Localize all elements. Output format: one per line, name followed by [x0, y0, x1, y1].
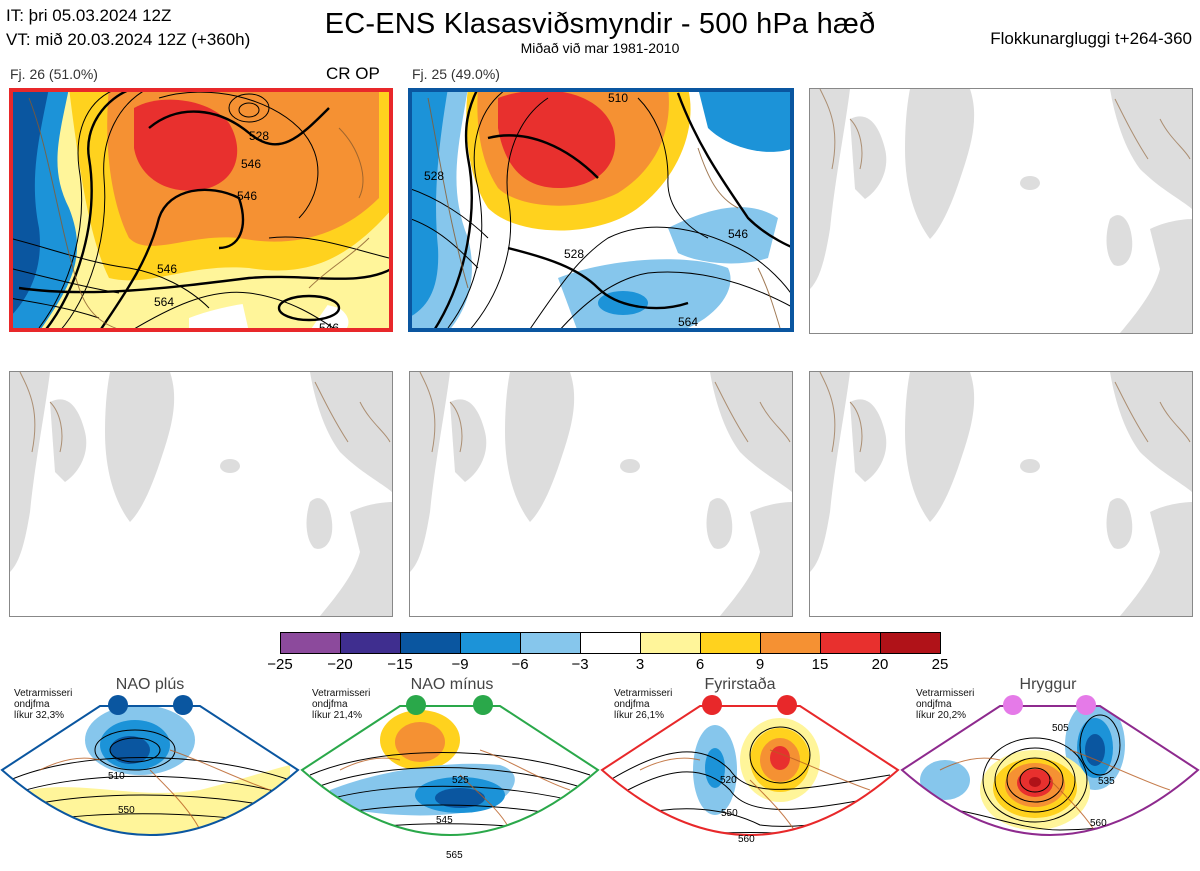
cluster-map-4[interactable] [9, 371, 393, 617]
panel-1-contour-label: 564 [154, 295, 174, 309]
svg-text:510: 510 [108, 771, 125, 782]
colorbar-tick-label: 9 [755, 656, 765, 673]
page-subtitle: Miðað við mar 1981-2010 [520, 40, 680, 56]
svg-text:535: 535 [1098, 776, 1115, 787]
colorbar-tick-label: −9 [451, 656, 469, 673]
cluster-map-4-canvas [10, 372, 392, 616]
panel-1-tag: CR OP [326, 64, 380, 83]
regime-3-note: Vetrarmisseri ondjfma líkur 26,1% [614, 688, 673, 721]
colorbar-tick-label: −25 [267, 656, 293, 673]
regime-3-title: Fyrirstaða [704, 676, 776, 693]
svg-text:525: 525 [452, 775, 469, 786]
colorbar-tick-label: −6 [511, 656, 529, 673]
cluster-map-3-canvas [810, 89, 1192, 333]
regime-1-note: Vetrarmisseri ondjfma líkur 32,3% [14, 688, 73, 721]
svg-text:560: 560 [1090, 818, 1107, 829]
valid-time: VT: mið 20.03.2024 12Z (+360h) [6, 30, 251, 49]
page-title: EC-ENS Klasasviðsmyndir - 500 hPa hæð [324, 8, 876, 40]
classification-window: Flokkunargluggi t+264-360 [990, 29, 1192, 48]
panel-1-contour-label: 546 [157, 262, 177, 276]
colorbar-segment [400, 632, 461, 654]
regime-map-ridge[interactable]: 505 535 560 [900, 680, 1200, 871]
cluster-map-3[interactable] [809, 88, 1193, 334]
colorbar-tick-label: −15 [387, 656, 413, 673]
cluster-map-5-canvas [410, 372, 792, 616]
cluster-map-2-canvas: 510 528 528 546 564 [408, 88, 794, 332]
panel-1-contour-label: 546 [241, 157, 261, 171]
colorbar-tick-label: 15 [811, 656, 829, 673]
colorbar-segment [340, 632, 401, 654]
panel-1-contour-label: 546 [237, 189, 257, 203]
svg-text:505: 505 [1052, 723, 1069, 734]
colorbar-segment [580, 632, 641, 654]
colorbar-tick-label: 3 [635, 656, 645, 673]
colorbar-tick-label: −3 [571, 656, 589, 673]
colorbar-tick-label: 25 [931, 656, 949, 673]
colorbar-tick-label: 6 [695, 656, 705, 673]
regime-4-title: Hryggur [1019, 676, 1077, 693]
regime-map-nao-minus[interactable]: 525 545 565 [300, 680, 600, 871]
colorbar-tick-label: −20 [327, 656, 353, 673]
panel-1-frame [9, 88, 393, 332]
svg-text:520: 520 [720, 775, 737, 786]
init-time: IT: þri 05.03.2024 12Z [6, 6, 172, 25]
regime-map-blocking[interactable]: 520 550 560 [600, 680, 900, 871]
regime-2-note: Vetrarmisseri ondjfma líkur 21,4% [312, 688, 371, 721]
panel-2-contour-label: 564 [678, 315, 698, 329]
cluster-map-2[interactable]: 510 528 528 546 564 [408, 88, 794, 332]
regime-map-nao-plus[interactable]: 510 550 [0, 680, 300, 871]
panel-2-frame [408, 88, 794, 332]
colorbar-segment [820, 632, 881, 654]
svg-text:550: 550 [721, 808, 738, 819]
cluster-map-6[interactable] [809, 371, 1193, 617]
cluster-map-6-canvas [810, 372, 1192, 616]
panel-2-contour-label: 546 [728, 227, 748, 241]
svg-text:550: 550 [118, 805, 135, 816]
colorbar-segment [880, 632, 941, 654]
colorbar-segment [700, 632, 761, 654]
svg-text:565: 565 [446, 850, 463, 861]
svg-text:560: 560 [738, 834, 755, 845]
panel-2-contour-label: 528 [424, 169, 444, 183]
panel-1-contour-label: 546 [319, 321, 339, 332]
regime-2-title: NAO mínus [410, 676, 494, 693]
panel-1-contour-label: 528 [249, 129, 269, 143]
panel-2-contour-label: 510 [608, 91, 628, 105]
init-time-block: IT: þri 05.03.2024 12Z VT: mið 20.03.202… [6, 4, 250, 52]
colorbar-tick-label: 20 [871, 656, 889, 673]
regime-4-note: Vetrarmisseri ondjfma líkur 20,2% [916, 688, 975, 721]
cluster-map-1[interactable]: 528 546 546 546 564 546 [9, 88, 393, 332]
panel-1-label: Fj. 26 (51.0%) [10, 66, 98, 82]
svg-text:545: 545 [436, 815, 453, 826]
cluster-map-5[interactable] [409, 371, 793, 617]
colorbar-segment [760, 632, 821, 654]
regime-1-title: NAO plús [115, 676, 185, 693]
colorbar-segment [520, 632, 581, 654]
colorbar-segment [280, 632, 341, 654]
cluster-map-1-canvas: 528 546 546 546 564 546 [9, 88, 393, 332]
panel-2-label: Fj. 25 (49.0%) [412, 66, 500, 82]
panel-2-contour-label: 528 [564, 247, 584, 261]
colorbar-segment [640, 632, 701, 654]
colorbar-segment [460, 632, 521, 654]
